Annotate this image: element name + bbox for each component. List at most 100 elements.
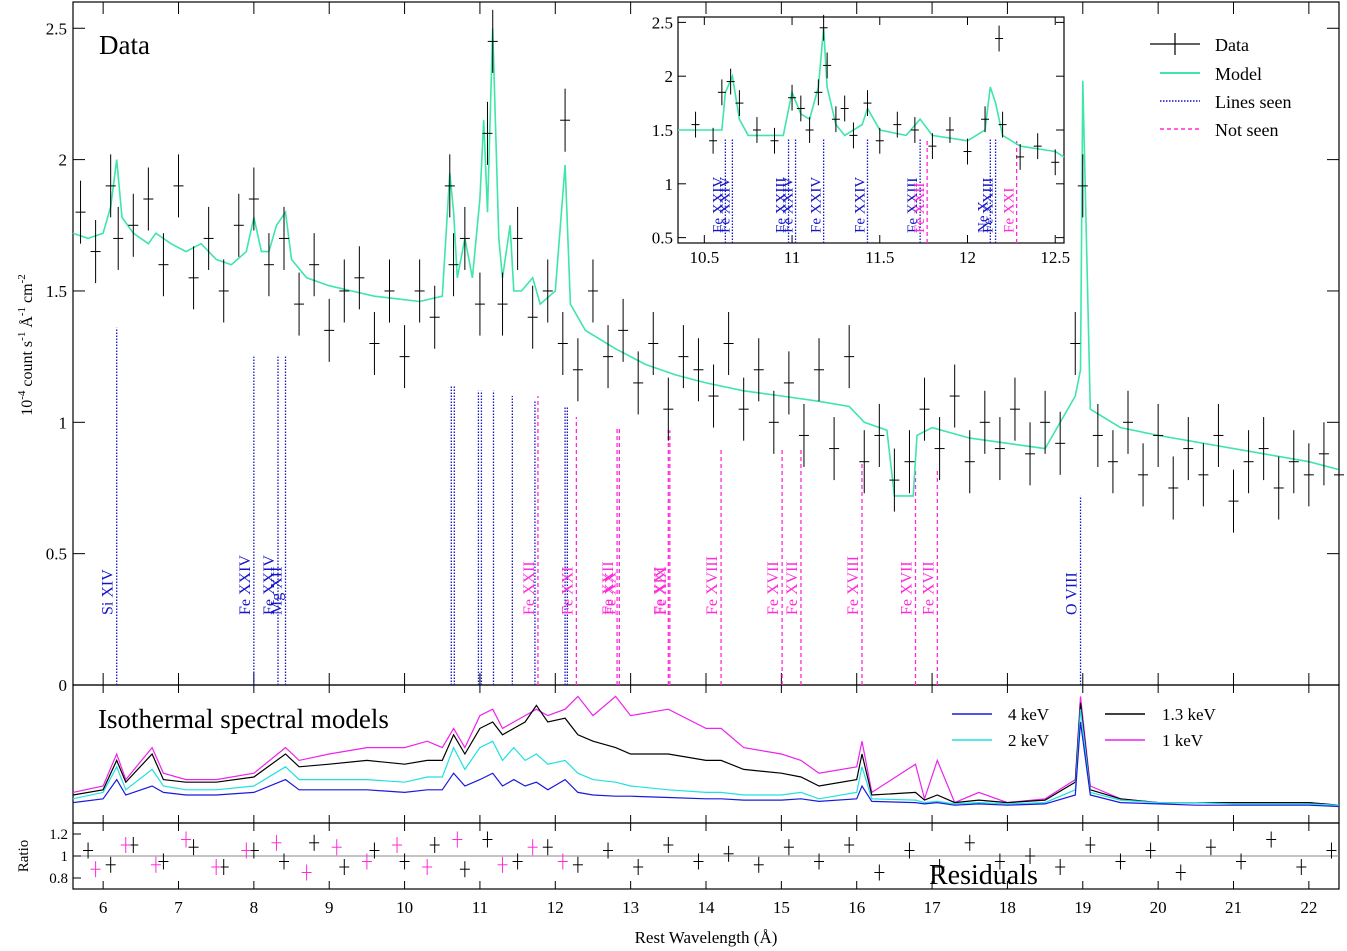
data-point-9 bbox=[203, 206, 214, 270]
x-tick-label-8: 14 bbox=[698, 898, 716, 917]
data-point-73 bbox=[1107, 430, 1118, 494]
data-point-24 bbox=[429, 285, 440, 349]
residual-point-1-8 bbox=[331, 839, 342, 856]
inset-data-point-10 bbox=[814, 79, 823, 106]
residual-point-0-17 bbox=[572, 856, 583, 873]
notseen-line-label-2: Fe XXII bbox=[600, 561, 617, 615]
residual-point-0-3 bbox=[158, 853, 169, 870]
residual-point-0-27 bbox=[874, 864, 885, 881]
data-point-39 bbox=[603, 325, 614, 389]
notseen-line-label-7: Fe XVII bbox=[765, 561, 782, 615]
inset-data-point-21 bbox=[945, 117, 954, 143]
inset-data-point-11 bbox=[819, 14, 828, 41]
model-curve-1keV bbox=[72, 695, 1340, 806]
x-tick-label-15: 21 bbox=[1225, 898, 1242, 917]
data-point-74 bbox=[1123, 390, 1133, 454]
inset-y-tick-label-4: 2.5 bbox=[652, 13, 673, 32]
data-point-4 bbox=[128, 193, 139, 257]
residual-point-0-20 bbox=[663, 837, 674, 853]
data-point-54 bbox=[829, 417, 840, 481]
inset-data-point-20 bbox=[928, 133, 937, 160]
data-point-32 bbox=[512, 206, 523, 270]
seen-line-label-13: O VIII bbox=[1064, 572, 1081, 615]
inset-x-tick-label-4: 12.5 bbox=[1040, 248, 1070, 267]
residual-point-0-25 bbox=[814, 853, 825, 870]
residual-point-0-32 bbox=[1025, 848, 1036, 864]
notseen-line-label-10: Fe XVII bbox=[898, 561, 915, 615]
residual-point-0-42 bbox=[1326, 842, 1337, 859]
data-point-68 bbox=[1040, 390, 1051, 454]
inset-y-tick-label-0: 0.5 bbox=[652, 229, 673, 248]
inset-x-tick-label-0: 10.5 bbox=[689, 248, 719, 267]
inset-data-point-24 bbox=[995, 25, 1004, 52]
legend-4kev-label: 4 keV bbox=[1008, 705, 1050, 724]
residual-point-0-40 bbox=[1266, 831, 1277, 848]
residual-point-1-12 bbox=[452, 831, 463, 848]
data-point-77 bbox=[1168, 456, 1179, 520]
residual-point-0-12 bbox=[429, 837, 440, 853]
data-point-45 bbox=[693, 338, 704, 402]
data-point-76 bbox=[1153, 403, 1164, 467]
residual-point-0-22 bbox=[723, 845, 734, 862]
residual-point-0-31 bbox=[994, 853, 1005, 870]
data-point-15 bbox=[294, 272, 305, 336]
ylabel-part-4: Å bbox=[18, 316, 36, 332]
x-tick-label-12: 18 bbox=[999, 898, 1016, 917]
data-point-6 bbox=[158, 233, 169, 297]
data-point-36 bbox=[560, 88, 571, 152]
notseen-line-label-8: Fe XVII bbox=[784, 561, 801, 615]
inset-line-label-6: Fe XXIII bbox=[905, 178, 921, 233]
inset-line-label-8: Ne X bbox=[975, 201, 991, 233]
data-point-13 bbox=[263, 233, 274, 297]
inset-data-point-27 bbox=[1033, 133, 1042, 160]
data-point-28 bbox=[474, 272, 485, 336]
data-point-46 bbox=[708, 364, 719, 428]
residual-point-0-37 bbox=[1175, 864, 1186, 881]
legend-2kev-label: 2 keV bbox=[1008, 731, 1050, 750]
data-point-14 bbox=[279, 206, 289, 270]
residual-point-0-7 bbox=[279, 853, 289, 870]
data-point-18 bbox=[339, 259, 350, 323]
data-point-69 bbox=[1055, 411, 1066, 475]
data-point-81 bbox=[1228, 469, 1239, 533]
residual-point-1-2 bbox=[150, 856, 161, 873]
notseen-line-label-1: Fe XXI bbox=[559, 567, 576, 615]
x-axis-label: Rest Wavelength (Å) bbox=[635, 928, 778, 947]
data-point-88 bbox=[1334, 443, 1344, 507]
inset-data-point-6 bbox=[770, 127, 779, 154]
inset-panel-frame bbox=[677, 16, 1065, 244]
ylabel-part-6: cm bbox=[19, 283, 36, 307]
inset-x-tick-label-1: 11 bbox=[784, 248, 800, 267]
data-point-65 bbox=[994, 417, 1005, 481]
x-tick-label-9: 15 bbox=[773, 898, 790, 917]
x-tick-label-7: 13 bbox=[622, 898, 639, 917]
data-point-27 bbox=[459, 206, 470, 270]
inset-data-point-18 bbox=[893, 111, 902, 138]
inset-data-point-14 bbox=[840, 95, 849, 122]
residual-point-0-13 bbox=[459, 861, 470, 878]
residual-point-1-15 bbox=[557, 853, 568, 870]
data-point-23 bbox=[414, 259, 425, 323]
inset-data-point-2 bbox=[717, 79, 726, 106]
x-tick-label-0: 6 bbox=[99, 898, 108, 917]
main-y-tick-label-2: 1 bbox=[59, 413, 68, 432]
inset-data-point-8 bbox=[796, 95, 805, 122]
data-point-52 bbox=[798, 403, 809, 467]
inset-line-label-7: Fe XXII bbox=[912, 183, 928, 233]
ylabel-part-0: 10 bbox=[19, 400, 36, 416]
data-point-51 bbox=[783, 351, 794, 415]
inset-line-label-9: Fe XXIII bbox=[981, 178, 997, 233]
model-curve-2keV bbox=[72, 709, 1340, 806]
inset-data-point-9 bbox=[805, 117, 814, 143]
main-y-tick-label-4: 2 bbox=[59, 151, 68, 170]
residual-point-1-11 bbox=[422, 859, 433, 875]
data-point-42 bbox=[648, 311, 659, 376]
residual-point-1-14 bbox=[527, 839, 538, 856]
data-point-72 bbox=[1092, 403, 1103, 467]
main-y-tick-label-3: 1.5 bbox=[46, 282, 67, 301]
inset-line-label-0: Fe XXIV bbox=[710, 177, 726, 233]
residual-point-0-16 bbox=[542, 839, 553, 856]
inset-data-point-25 bbox=[998, 111, 1007, 138]
inset-data-point-22 bbox=[963, 138, 972, 165]
